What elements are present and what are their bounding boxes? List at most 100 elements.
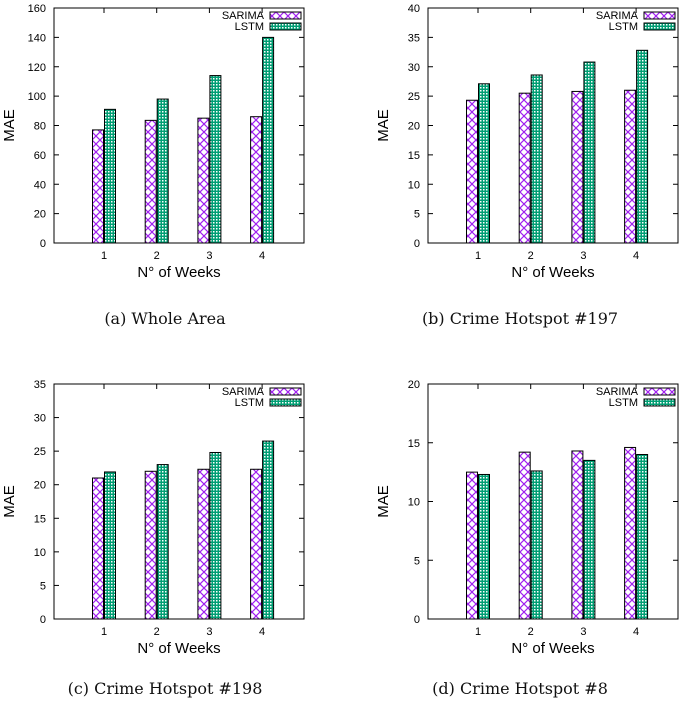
- caption-d: (d) Crime Hotspot #8: [432, 679, 608, 698]
- x-axis-label: N° of Weeks: [511, 264, 594, 281]
- bar-sarima-4: [250, 468, 263, 620]
- y-tick-label: 100: [28, 91, 46, 103]
- x-tick-label: 1: [101, 626, 107, 638]
- y-tick-label: 5: [40, 580, 46, 592]
- bar-lstm-4: [262, 440, 275, 620]
- legend-swatch-lstm: [643, 398, 676, 407]
- x-axis-label: N° of Weeks: [137, 264, 220, 281]
- bar-lstm-1: [478, 83, 490, 244]
- legend-label: SARIMA: [596, 386, 639, 398]
- y-axis-label: MAE: [1, 109, 18, 142]
- x-tick-label: 1: [101, 250, 107, 262]
- y-tick-label: 35: [408, 32, 420, 44]
- bar-sarima-1: [92, 129, 104, 244]
- legend-swatch-sarima: [269, 11, 302, 20]
- legend-label: LSTM: [235, 397, 264, 409]
- x-tick-label: 4: [633, 250, 639, 262]
- x-tick-label: 3: [580, 626, 586, 638]
- y-tick-label: 0: [40, 614, 46, 626]
- x-tick-label: 4: [259, 626, 265, 638]
- bar-lstm-1: [104, 471, 116, 620]
- x-tick-label: 4: [259, 250, 265, 262]
- bar-lstm-2: [530, 470, 543, 620]
- y-tick-label: 0: [414, 238, 420, 250]
- bar-sarima-3: [197, 468, 210, 620]
- bar-sarima-1: [92, 477, 104, 620]
- y-tick-label: 10: [408, 179, 420, 191]
- y-tick-label: 60: [34, 150, 46, 162]
- bar-lstm-3: [209, 451, 222, 620]
- y-axis-label: MAE: [375, 109, 392, 142]
- bar-lstm-4: [636, 49, 649, 244]
- x-tick-label: 4: [633, 626, 639, 638]
- bar-lstm-3: [209, 75, 222, 244]
- bar-lstm-4: [262, 36, 275, 244]
- bar-sarima-3: [571, 90, 584, 244]
- y-tick-label: 20: [408, 121, 420, 133]
- y-axis-label: MAE: [375, 485, 392, 518]
- y-tick-label: 30: [34, 413, 46, 425]
- y-tick-label: 80: [34, 121, 46, 133]
- legend-swatch-sarima: [643, 387, 676, 396]
- bar-sarima-1: [466, 99, 478, 244]
- legend-swatch-lstm: [643, 22, 676, 31]
- y-tick-label: 15: [408, 438, 420, 450]
- y-tick-label: 10: [34, 547, 46, 559]
- x-tick-label: 2: [528, 250, 534, 262]
- y-tick-label: 160: [28, 3, 46, 15]
- y-tick-label: 120: [28, 62, 46, 74]
- legend-swatch-sarima: [643, 11, 676, 20]
- bar-sarima-3: [197, 117, 210, 244]
- bar-sarima-2: [144, 470, 157, 620]
- x-axis-label: N° of Weeks: [511, 640, 594, 657]
- x-tick-label: 1: [475, 250, 481, 262]
- legend-swatch-lstm: [269, 398, 302, 407]
- y-tick-label: 15: [34, 513, 46, 525]
- bar-sarima-3: [571, 450, 584, 620]
- x-tick-label: 2: [528, 626, 534, 638]
- bar-sarima-2: [144, 119, 157, 244]
- plot-frame: [427, 7, 679, 244]
- y-tick-label: 35: [34, 379, 46, 391]
- y-tick-label: 5: [414, 555, 420, 567]
- y-tick-label: 25: [34, 446, 46, 458]
- y-tick-label: 40: [34, 179, 46, 191]
- bar-sarima-4: [250, 116, 263, 244]
- caption-c: (c) Crime Hotspot #198: [67, 679, 263, 698]
- bar-sarima-2: [518, 451, 531, 620]
- plot-frame: [53, 7, 305, 244]
- bar-lstm-2: [530, 74, 543, 244]
- x-tick-label: 3: [206, 250, 212, 262]
- legend-label: LSTM: [235, 21, 264, 33]
- bar-sarima-2: [518, 92, 531, 244]
- y-tick-label: 30: [408, 62, 420, 74]
- x-tick-label: 3: [206, 626, 212, 638]
- y-tick-label: 0: [414, 614, 420, 626]
- y-tick-label: 40: [408, 3, 420, 15]
- y-tick-label: 10: [408, 497, 420, 509]
- bar-sarima-4: [624, 446, 637, 620]
- x-axis-label: N° of Weeks: [137, 640, 220, 657]
- bar-sarima-4: [624, 89, 637, 244]
- legend-label: LSTM: [609, 397, 638, 409]
- bar-lstm-3: [583, 61, 596, 244]
- x-tick-label: 2: [154, 626, 160, 638]
- bar-lstm-1: [478, 473, 490, 620]
- caption-a: (a) Whole Area: [104, 309, 226, 328]
- y-tick-label: 20: [34, 209, 46, 221]
- bar-lstm-3: [583, 459, 596, 620]
- x-tick-label: 2: [154, 250, 160, 262]
- legend-label: LSTM: [609, 21, 638, 33]
- legend-label: SARIMA: [222, 386, 265, 398]
- bar-sarima-1: [466, 471, 478, 620]
- plot-frame: [427, 383, 679, 620]
- legend-swatch-sarima: [269, 387, 302, 396]
- plot-frame: [53, 383, 305, 620]
- y-tick-label: 25: [408, 91, 420, 103]
- legend-swatch-lstm: [269, 22, 302, 31]
- x-tick-label: 1: [475, 626, 481, 638]
